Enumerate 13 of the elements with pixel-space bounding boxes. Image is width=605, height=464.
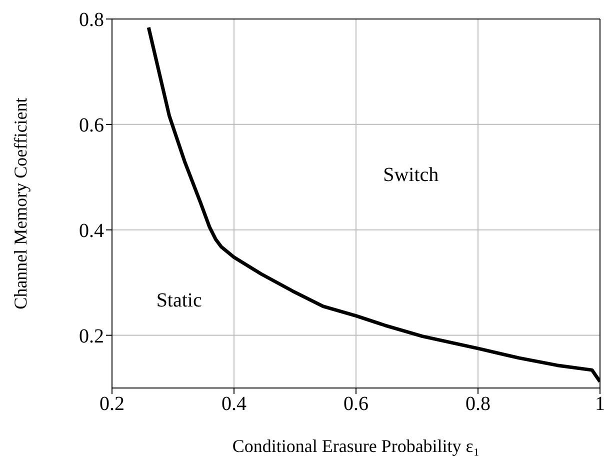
x-axis-title: Conditional Erasure Probability ε₁: [232, 436, 480, 456]
y-tick-label: 0.6: [79, 114, 104, 137]
x-tick-label: 0.6: [344, 393, 368, 416]
y-tick-label: 0.4: [79, 220, 104, 242]
x-tick-label: 0.8: [466, 393, 490, 416]
annotation: Switch: [383, 164, 439, 186]
y-tick-label: 0.8: [79, 9, 104, 32]
x-tick-label: 1: [595, 393, 605, 416]
annotation: Static: [156, 290, 202, 312]
y-axis-title: Channel Memory Coefficient: [10, 98, 30, 310]
x-tick-label: 0.2: [100, 393, 124, 416]
y-tick-label: 0.2: [79, 325, 104, 348]
x-tick-label: 0.4: [222, 393, 246, 416]
